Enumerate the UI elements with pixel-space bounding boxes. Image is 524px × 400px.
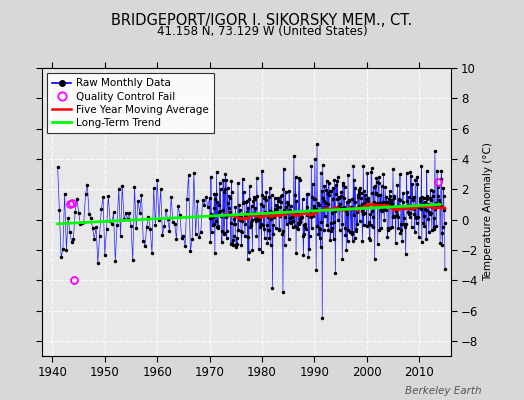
Legend: Raw Monthly Data, Quality Control Fail, Five Year Moving Average, Long-Term Tren: Raw Monthly Data, Quality Control Fail, … <box>47 73 214 133</box>
Text: Berkeley Earth: Berkeley Earth <box>406 386 482 396</box>
Y-axis label: Temperature Anomaly (°C): Temperature Anomaly (°C) <box>483 142 493 282</box>
Text: 41.158 N, 73.129 W (United States): 41.158 N, 73.129 W (United States) <box>157 25 367 38</box>
Text: BRIDGEPORT/IGOR I. SIKORSKY MEM., CT.: BRIDGEPORT/IGOR I. SIKORSKY MEM., CT. <box>112 13 412 28</box>
